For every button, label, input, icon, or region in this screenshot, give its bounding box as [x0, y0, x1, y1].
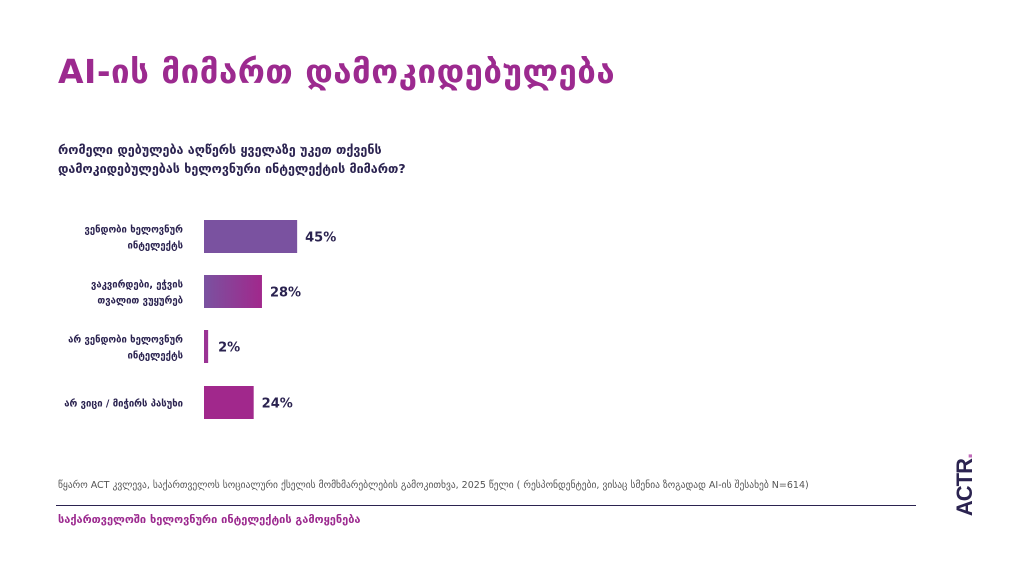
logo-text: ACTR	[952, 459, 977, 517]
logo-dot: .	[952, 453, 977, 460]
category-label: ინტელექტს	[127, 241, 183, 252]
footer-title: საქართველოში ხელოვნური ინტელექტის გამოყე…	[58, 513, 361, 526]
footer-divider	[56, 505, 916, 506]
data-label: 45%	[305, 231, 336, 246]
bar-2	[204, 330, 209, 363]
bar-1	[204, 275, 262, 308]
survey-question: რომელი დებულება აღწერს ყველაზე უკეთ თქვე…	[58, 142, 406, 176]
category-label: არ ვენდობი ხელოვნურ	[68, 335, 183, 346]
category-label: თვალით ვუყურებ	[97, 296, 183, 307]
category-label: ვენდობი ხელოვნურ	[84, 225, 183, 236]
page-title: AI-ის მიმართ დამოკიდებულება	[58, 52, 616, 91]
bar-0	[204, 220, 298, 253]
actr-logo: ACTR.	[952, 450, 978, 520]
category-label: არ ვიცი / მიჭირს პასუხი	[64, 399, 183, 410]
data-label: 24%	[262, 397, 293, 412]
data-label: 2%	[218, 341, 240, 356]
data-label: 28%	[270, 286, 301, 301]
category-label: ინტელექტს	[127, 351, 183, 362]
bar-3	[204, 386, 254, 419]
category-label: ვაკვირდები, ეჭვის	[91, 280, 183, 291]
source-note: წყარო ACT კვლევა, საქართველოს სოციალური …	[58, 480, 809, 491]
